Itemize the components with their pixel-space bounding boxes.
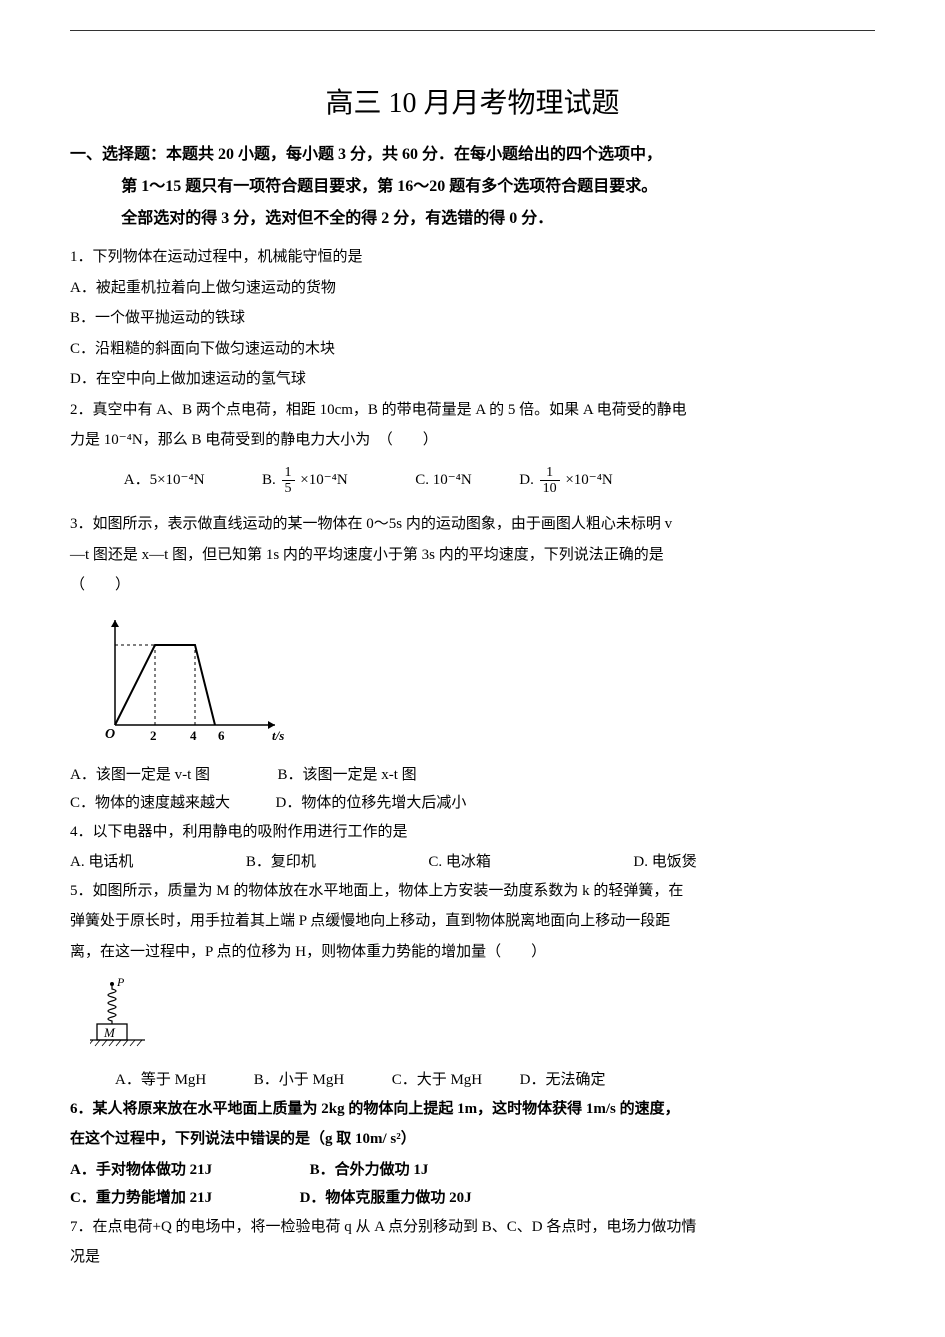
- q2-stem-1: 2．真空中有 A、B 两个点电荷，相距 10cm，B 的带电荷量是 A 的 5 …: [70, 396, 875, 425]
- q6-options-row1: A．手对物体做功 21J B．合外力做功 1J: [70, 1156, 875, 1185]
- q6-opt-d: D．物体克服重力做功 20J: [300, 1184, 472, 1213]
- q2-opt-b-pre: B.: [262, 466, 276, 495]
- q5-opt-c: C．大于 MgH: [392, 1066, 482, 1095]
- q3-chart: O 2 4 6 t/s: [90, 610, 875, 755]
- q5-opt-b: B．小于 MgH: [254, 1066, 344, 1095]
- q3-stem-1: 3．如图所示，表示做直线运动的某一物体在 0～5s 内的运动图象，由于画图人粗心…: [70, 510, 875, 539]
- hatch: [90, 1040, 93, 1046]
- top-rule: [70, 30, 875, 31]
- q4-opt-a: A. 电话机: [70, 848, 133, 877]
- q3-stem-3: （ ）: [70, 571, 875, 600]
- q4-stem: 4．以下电器中，利用静电的吸附作用进行工作的是: [70, 818, 875, 847]
- frac-den: 5: [282, 481, 295, 496]
- hatch: [109, 1040, 114, 1046]
- q3-options-row1: A．该图一定是 v-t 图 B．该图一定是 x-t 图: [70, 761, 875, 790]
- frac-num: 1: [282, 465, 295, 481]
- q3-opt-a: A．该图一定是 v-t 图: [70, 761, 210, 790]
- q5-stem-2: 弹簧处于原长时，用手拉着其上端 P 点缓慢地向上移动，直到物体脱离地面向上移动一…: [70, 907, 875, 936]
- q6-stem-2: 在这个过程中，下列说法中错误的是（g 取 10m/ s²）: [70, 1125, 875, 1154]
- q7-stem-2: 况是: [70, 1243, 875, 1272]
- chart-svg: O 2 4 6 t/s: [90, 610, 290, 750]
- q1-stem: 1．下列物体在运动过程中，机械能守恒的是: [70, 243, 875, 272]
- q3-options-row2: C．物体的速度越来越大 D．物体的位移先增大后减小: [70, 789, 875, 818]
- q4-options: A. 电话机 B．复印机 C. 电冰箱 D. 电饭煲: [70, 848, 875, 877]
- q2-opt-c: C. 10⁻⁴N: [415, 466, 471, 495]
- q6-stem-1: 6．某人将原来放在水平地面上质量为 2kg 的物体向上提起 1m，这时物体获得 …: [70, 1095, 875, 1124]
- y-axis-arrow: [111, 620, 119, 627]
- hatch: [137, 1040, 142, 1046]
- hatch: [95, 1040, 100, 1046]
- xtick-6: 6: [218, 728, 225, 743]
- q5-options: A．等于 MgH B．小于 MgH C．大于 MgH D．无法确定: [70, 1066, 875, 1095]
- q6-opt-b: B．合外力做功 1J: [310, 1156, 429, 1185]
- q6-opt-c: C．重力势能增加 21J: [70, 1184, 212, 1213]
- q4-opt-b: B．复印机: [246, 848, 316, 877]
- fraction-1-10: 1 10: [540, 465, 560, 497]
- q1-opt-d: D．在空中向上做加速运动的氢气球: [70, 365, 875, 394]
- xtick-4: 4: [190, 728, 197, 743]
- hatch: [123, 1040, 128, 1046]
- q1-opt-c: C．沿粗糙的斜面向下做匀速运动的木块: [70, 335, 875, 364]
- q5-stem-3: 离，在这一过程中，P 点的位移为 H，则物体重力势能的增加量（ ）: [70, 938, 875, 967]
- spring-m-label: M: [103, 1025, 116, 1040]
- frac-den: 10: [540, 481, 560, 496]
- xtick-2: 2: [150, 728, 157, 743]
- q3-opt-c: C．物体的速度越来越大: [70, 789, 230, 818]
- spring-coil: [108, 986, 116, 1024]
- chart-line: [115, 645, 215, 725]
- q3-stem-2: —t 图还是 x—t 图，但已知第 1s 内的平均速度小于第 3s 内的平均速度…: [70, 541, 875, 570]
- frac-num: 1: [540, 465, 560, 481]
- fraction-1-5: 1 5: [282, 465, 295, 497]
- origin-label: O: [105, 727, 115, 742]
- q1-opt-b: B．一个做平抛运动的铁球: [70, 304, 875, 333]
- q2-opt-d-pre: D.: [519, 466, 534, 495]
- x-axis-label: t/s: [272, 728, 284, 743]
- q7-stem-1: 7．在点电荷+Q 的电场中，将一检验电荷 q 从 A 点分别移动到 B、C、D …: [70, 1213, 875, 1242]
- hatch: [102, 1040, 107, 1046]
- spring-svg: P M: [90, 976, 160, 1051]
- q6-options-row2: C．重力势能增加 21J D．物体克服重力做功 20J: [70, 1184, 875, 1213]
- q5-stem-1: 5．如图所示，质量为 M 的物体放在水平地面上，物体上方安装一劲度系数为 k 的…: [70, 877, 875, 906]
- q4-opt-d: D. 电饭煲: [633, 848, 696, 877]
- hatch: [130, 1040, 135, 1046]
- q6-opt-a: A．手对物体做功 21J: [70, 1156, 212, 1185]
- q3-opt-b: B．该图一定是 x-t 图: [278, 761, 417, 790]
- q2-options: A．5×10⁻⁴N B. 1 5 ×10⁻⁴N C. 10⁻⁴N D. 1 10…: [70, 465, 875, 497]
- section-instructions: 一、选择题：本题共 20 小题，每小题 3 分，共 60 分．在每小题给出的四个…: [70, 139, 875, 235]
- q2-opt-b-post: ×10⁻⁴N: [300, 466, 347, 495]
- instruction-line-3: 全部选对的得 3 分，选对但不全的得 2 分，有选错的得 0 分．: [70, 203, 875, 235]
- q2-stem-2: 力是 10⁻⁴N，那么 B 电荷受到的静电力大小为 （ ）: [70, 426, 875, 455]
- q5-opt-a: A．等于 MgH: [115, 1066, 206, 1095]
- q1-opt-a: A．被起重机拉着向上做匀速运动的货物: [70, 274, 875, 303]
- q5-opt-d: D．无法确定: [520, 1066, 606, 1095]
- q2-opt-a: A．5×10⁻⁴N: [124, 466, 205, 495]
- q5-spring-diagram: P M: [90, 976, 875, 1056]
- hatch: [116, 1040, 121, 1046]
- instruction-line-1: 一、选择题：本题共 20 小题，每小题 3 分，共 60 分．在每小题给出的四个…: [70, 139, 875, 171]
- q2-opt-d-post: ×10⁻⁴N: [565, 466, 612, 495]
- q3-opt-d: D．物体的位移先增大后减小: [276, 789, 467, 818]
- spring-p-dot: [110, 982, 114, 986]
- instruction-line-2: 第 1～15 题只有一项符合题目要求，第 16～20 题有多个选项符合题目要求。: [70, 171, 875, 203]
- spring-p-label: P: [116, 976, 125, 989]
- page-title: 高三 10 月月考物理试题: [70, 81, 875, 121]
- q4-opt-c: C. 电冰箱: [428, 848, 491, 877]
